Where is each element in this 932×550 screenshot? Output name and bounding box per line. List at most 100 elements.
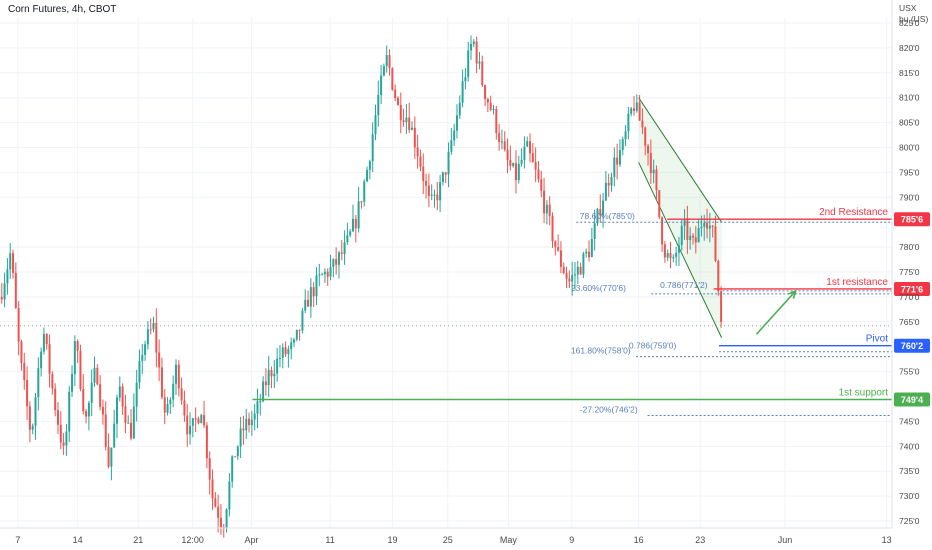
candle-body — [9, 253, 12, 270]
y-tick-label: 745'0 — [899, 416, 920, 426]
candle-body — [301, 310, 304, 331]
candle-body — [720, 291, 723, 322]
candle-body — [295, 329, 298, 340]
candle-body — [346, 235, 349, 243]
time-axis[interactable]: 7 14 21 12:00 Apr 11 19 25 May 9 16 23 Jun 13 — [0, 527, 892, 545]
candle-body — [624, 131, 627, 140]
candle-body — [441, 172, 444, 183]
fib-label: 161.80%(758'0) — [571, 346, 631, 356]
candle-body — [231, 456, 234, 482]
candle-body — [219, 517, 222, 528]
candle-body — [453, 130, 456, 141]
candle-body — [576, 266, 579, 275]
candle-body — [318, 274, 321, 276]
candle-body — [661, 217, 664, 245]
x-tick-label: 25 — [443, 535, 453, 545]
candle-body — [500, 141, 503, 143]
candle-body — [537, 169, 540, 180]
candle-body — [627, 113, 630, 132]
candle-body — [71, 374, 74, 392]
candle-body — [604, 182, 607, 201]
chart-title: Corn Futures, 4h, CBOT — [8, 4, 117, 15]
candle-body — [51, 373, 54, 389]
y-tick-label: 755'0 — [899, 367, 920, 377]
candle-body — [436, 194, 439, 201]
candle-body — [189, 425, 192, 435]
candle-body — [512, 163, 515, 167]
candle-body — [613, 157, 616, 177]
candle-body — [118, 386, 121, 398]
candle-body — [307, 299, 310, 307]
candle-body — [0, 296, 3, 300]
candle-body — [26, 380, 29, 407]
candle-body — [40, 351, 43, 369]
candle-body — [523, 146, 526, 160]
candle-body — [593, 223, 596, 240]
candle-body — [610, 176, 613, 186]
x-tick-label: 23 — [695, 535, 705, 545]
candle-body — [82, 388, 85, 412]
candle-body — [152, 322, 155, 330]
candle-body — [121, 386, 124, 407]
candle-body — [677, 245, 680, 253]
candle-body — [658, 190, 661, 218]
candle-body — [534, 161, 537, 170]
candle-body — [363, 181, 366, 202]
candle-body — [706, 222, 709, 229]
candle-body — [174, 364, 177, 384]
candle-body — [329, 266, 332, 277]
candle-body — [115, 397, 118, 424]
candle-body — [135, 382, 138, 407]
candle-body — [158, 352, 161, 368]
candle-body — [101, 406, 104, 415]
candle-body — [28, 406, 31, 430]
candle-body — [630, 108, 633, 114]
candle-body — [138, 361, 141, 383]
key-levels: 2nd Resistance 1st resistance Pivot 1st sup… — [0, 207, 892, 401]
candle-body — [113, 423, 116, 448]
price-tag-text-r2: 785'6 — [901, 215, 923, 225]
candle-body — [714, 226, 717, 261]
candle-body — [621, 139, 624, 151]
y-tick-label: 725'0 — [899, 516, 920, 526]
candle-body — [571, 275, 574, 282]
candle-body — [543, 190, 546, 214]
candle-body — [76, 341, 79, 351]
candle-body — [337, 252, 340, 265]
candle-body — [602, 200, 605, 216]
y-tick-label: 810'0 — [899, 93, 920, 103]
price-tag-r1 — [894, 281, 930, 296]
candle-body — [31, 425, 34, 430]
candle-body — [486, 99, 489, 103]
candle-body — [425, 181, 428, 186]
price-tag-r2 — [894, 212, 930, 227]
candle-body — [177, 364, 180, 389]
price-tag-s1 — [894, 392, 930, 407]
candle-body — [562, 266, 565, 274]
candles — [0, 35, 723, 538]
candle-body — [433, 194, 436, 196]
candle-body — [495, 108, 498, 134]
candle-body — [697, 228, 700, 243]
candle-body — [163, 397, 166, 413]
candle-body — [635, 102, 638, 111]
candle-body — [146, 329, 149, 345]
candle-body — [48, 344, 51, 374]
x-tick-label: 11 — [325, 535, 334, 545]
candle-body — [267, 370, 270, 386]
candle-body — [169, 399, 172, 405]
x-tick-label: 14 — [73, 535, 83, 545]
candle-body — [647, 145, 650, 154]
candle-body — [717, 260, 720, 292]
candle-body — [700, 226, 703, 229]
candle-body — [14, 272, 17, 309]
candle-body — [130, 422, 133, 439]
candle-body — [211, 479, 214, 499]
candle-body — [585, 251, 588, 254]
candle-body — [632, 108, 635, 111]
candle-body — [90, 382, 93, 403]
candle-body — [492, 108, 495, 110]
candle-body — [293, 339, 296, 343]
